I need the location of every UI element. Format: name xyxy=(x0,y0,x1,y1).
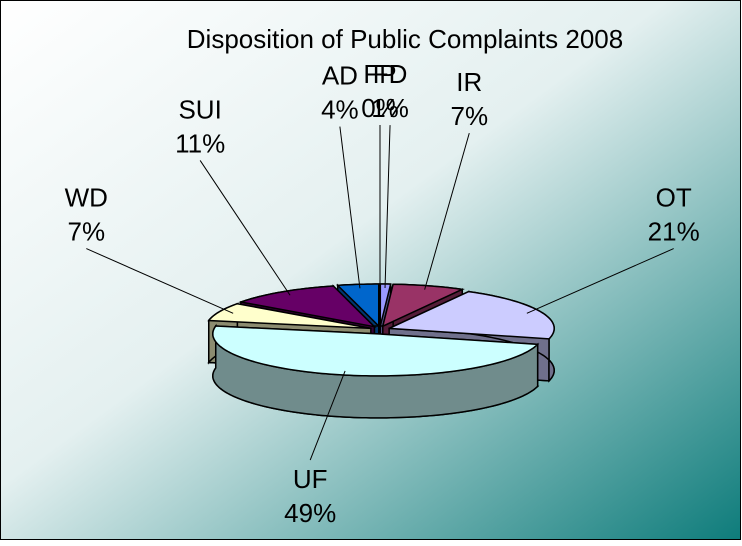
category-label: WD xyxy=(65,183,108,213)
category-label: FD xyxy=(373,59,408,89)
category-label: FP xyxy=(363,59,396,89)
category-label: AD xyxy=(322,61,358,91)
value-label: 0% xyxy=(361,93,399,123)
value-label: 7% xyxy=(68,217,106,247)
category-label: IR xyxy=(456,67,482,97)
value-label: 11% xyxy=(175,128,225,158)
value-label: 49% xyxy=(284,498,336,528)
pie xyxy=(207,283,555,419)
value-label: 4% xyxy=(321,95,359,125)
category-label: SUI xyxy=(178,94,221,124)
leader-line xyxy=(384,125,391,289)
leader-line xyxy=(339,126,361,289)
slice xyxy=(212,325,540,377)
value-label: 21% xyxy=(648,217,700,247)
value-label: 1% xyxy=(371,93,409,123)
leader-line xyxy=(424,133,470,290)
labels: FP 0% FD 1% IR 7% OT 21% UF 49% WD 7% SUI 11% AD 4% xyxy=(65,59,700,528)
value-label: 7% xyxy=(450,101,488,131)
leader-line xyxy=(86,248,234,314)
slice xyxy=(381,283,465,328)
leader-line xyxy=(199,160,291,296)
slice xyxy=(335,283,380,328)
chart-title: Disposition of Public Complaints 2008 xyxy=(187,24,623,54)
category-label: UF xyxy=(293,464,328,494)
category-label: OT xyxy=(656,183,692,213)
leader-line xyxy=(309,370,346,461)
slice xyxy=(388,290,555,340)
leader-line xyxy=(526,248,674,314)
slice xyxy=(207,302,371,330)
slice xyxy=(237,285,377,328)
